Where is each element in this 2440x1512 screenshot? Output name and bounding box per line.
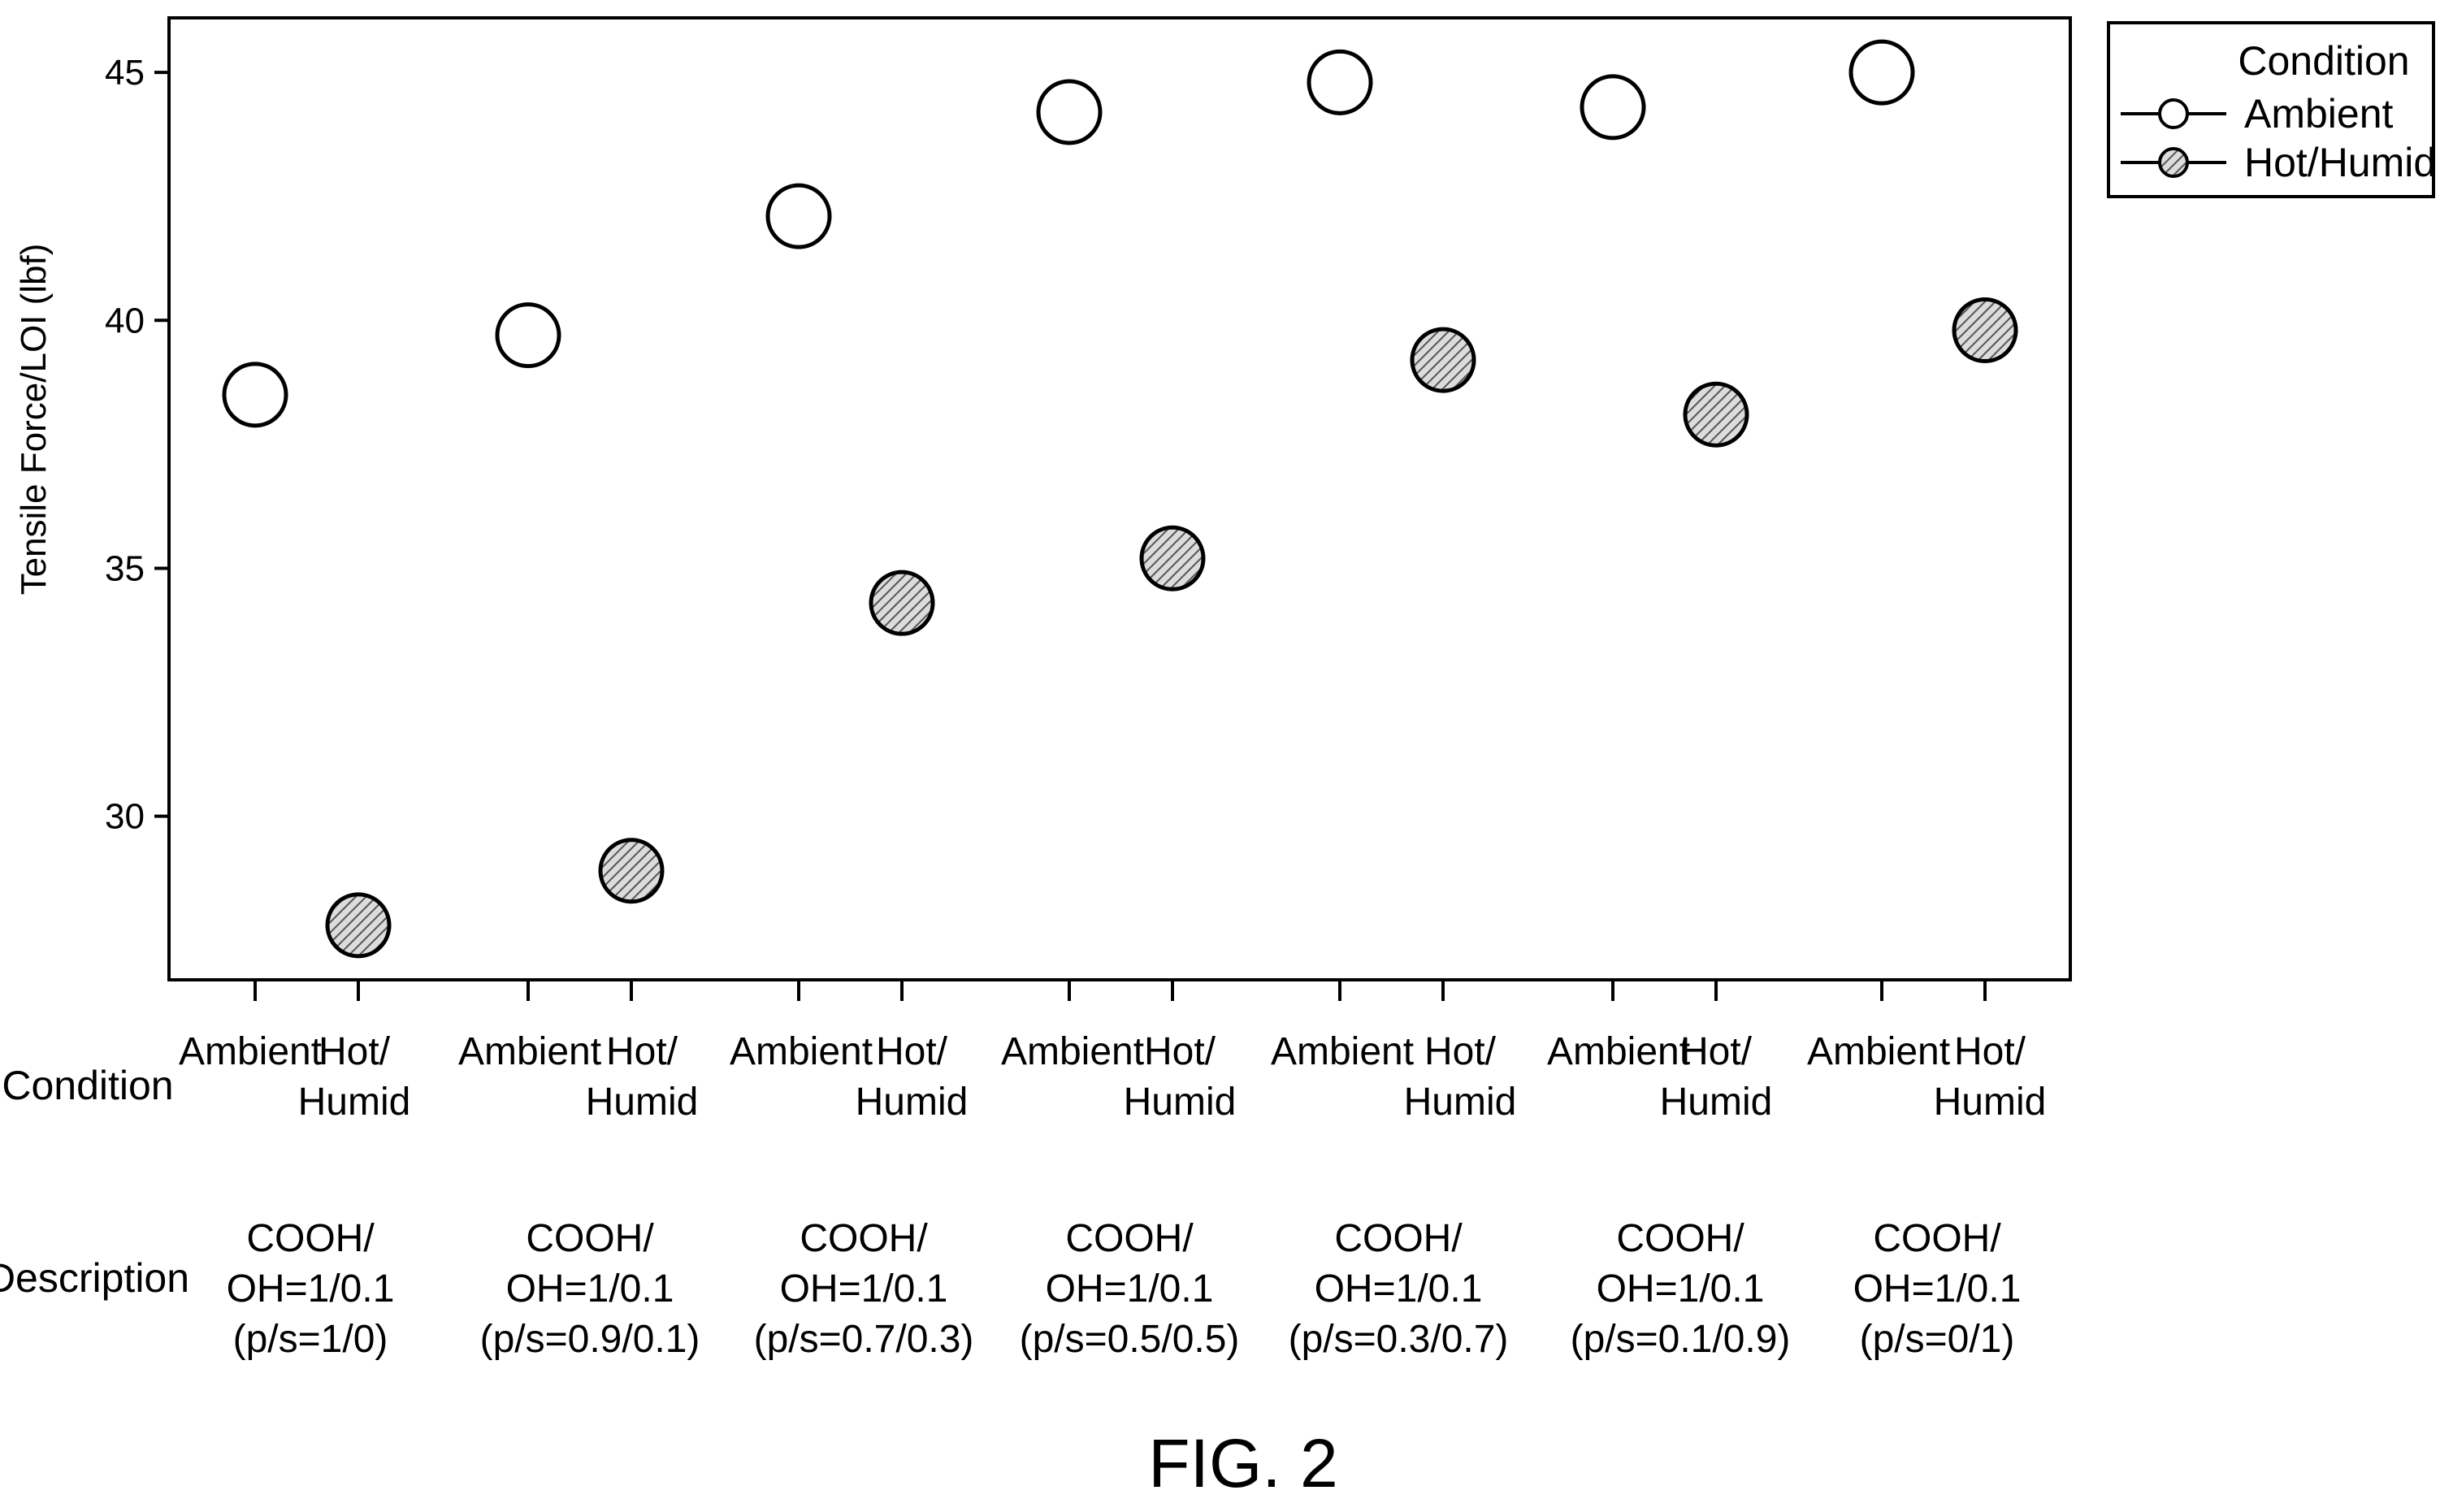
description-line: COOH/ bbox=[1334, 1217, 1463, 1260]
legend-label: Ambient bbox=[2244, 91, 2394, 136]
description-line: OH=1/0.1 bbox=[227, 1267, 395, 1311]
condition-label-humid: Humid bbox=[1660, 1081, 1773, 1124]
description-line: OH=1/0.1 bbox=[506, 1267, 674, 1311]
data-point-ambient bbox=[495, 302, 561, 369]
condition-label-hot: Hot/ bbox=[319, 1030, 391, 1073]
condition-label-hot: Hot/ bbox=[1680, 1030, 1753, 1073]
legend-label: Hot/Humid bbox=[2244, 140, 2436, 185]
description-line: (p/s=0.5/0.5) bbox=[1020, 1318, 1240, 1361]
data-point-hot-humid bbox=[1683, 381, 1749, 448]
condition-label-humid: Humid bbox=[1934, 1081, 2047, 1124]
description-line: OH=1/0.1 bbox=[1315, 1267, 1483, 1311]
description-line: COOH/ bbox=[1065, 1217, 1194, 1260]
data-point-ambient bbox=[1848, 39, 1915, 106]
plot-frame bbox=[167, 16, 2072, 981]
data-point-hot-humid bbox=[598, 838, 665, 904]
description-line: OH=1/0.1 bbox=[1853, 1267, 2022, 1311]
description-line: OH=1/0.1 bbox=[1597, 1267, 1765, 1311]
condition-label-hot: Hot/ bbox=[876, 1030, 948, 1073]
y-tick-label: 45 bbox=[105, 53, 145, 93]
condition-label-ambient: Ambient bbox=[1807, 1030, 1950, 1073]
data-point-ambient bbox=[1036, 79, 1103, 145]
condition-label-humid: Humid bbox=[856, 1081, 969, 1124]
condition-label-ambient: Ambient bbox=[1001, 1030, 1144, 1073]
condition-label-ambient: Ambient bbox=[1271, 1030, 1414, 1073]
data-point-hot-humid bbox=[325, 892, 392, 959]
condition-label-hot: Hot/ bbox=[1144, 1030, 1216, 1073]
condition-label-humid: Humid bbox=[1404, 1081, 1517, 1124]
data-point-hot-humid bbox=[1139, 525, 1206, 591]
y-tick-label: 30 bbox=[105, 797, 145, 837]
condition-label-ambient: Ambient bbox=[179, 1030, 322, 1073]
condition-label-hot: Hot/ bbox=[606, 1030, 678, 1073]
condition-label-ambient: Ambient bbox=[1547, 1030, 1690, 1073]
description-line: OH=1/0.1 bbox=[780, 1267, 948, 1311]
condition-row-label: Condition bbox=[2, 1063, 173, 1108]
description-line: COOH/ bbox=[800, 1217, 928, 1260]
data-point-ambient bbox=[1307, 49, 1373, 115]
condition-label-humid: Humid bbox=[1124, 1081, 1237, 1124]
description-line: COOH/ bbox=[1873, 1217, 2001, 1260]
data-point-hot-humid bbox=[1952, 297, 2018, 363]
data-point-ambient bbox=[1580, 74, 1646, 141]
description-line: (p/s=0.3/0.7) bbox=[1289, 1318, 1509, 1361]
data-point-ambient bbox=[765, 183, 832, 249]
condition-label-hot: Hot/ bbox=[1424, 1030, 1497, 1073]
description-line: (p/s=0.1/0.9) bbox=[1571, 1318, 1791, 1361]
description-row-label: Description bbox=[0, 1255, 189, 1301]
description-line: (p/s=0.7/0.3) bbox=[754, 1318, 974, 1361]
description-line: COOH/ bbox=[246, 1217, 375, 1260]
data-point-hot-humid bbox=[869, 570, 935, 636]
y-axis-title: Tensile Force/LOI (lbf) bbox=[14, 244, 54, 596]
y-tick-label: 40 bbox=[105, 301, 145, 340]
condition-label-ambient: Ambient bbox=[730, 1030, 873, 1073]
data-point-hot-humid bbox=[1410, 327, 1476, 393]
condition-label-humid: Humid bbox=[586, 1081, 699, 1124]
data-point-ambient bbox=[222, 362, 288, 428]
condition-label-humid: Humid bbox=[298, 1081, 411, 1124]
description-line: (p/s=0/1) bbox=[1860, 1318, 2015, 1361]
condition-label-hot: Hot/ bbox=[1954, 1030, 2026, 1073]
description-line: (p/s=0.9/0.1) bbox=[480, 1318, 700, 1361]
figure-label: FIG. 2 bbox=[1148, 1425, 1337, 1501]
legend-marker-hot-humid bbox=[2158, 147, 2189, 178]
legend-marker-ambient bbox=[2158, 98, 2189, 129]
legend-title: Condition bbox=[2238, 38, 2409, 84]
description-line: COOH/ bbox=[1616, 1217, 1744, 1260]
description-line: OH=1/0.1 bbox=[1046, 1267, 1214, 1311]
description-line: (p/s=1/0) bbox=[233, 1318, 388, 1361]
condition-label-ambient: Ambient bbox=[458, 1030, 601, 1073]
y-tick-label: 35 bbox=[105, 548, 145, 588]
description-line: COOH/ bbox=[526, 1217, 654, 1260]
